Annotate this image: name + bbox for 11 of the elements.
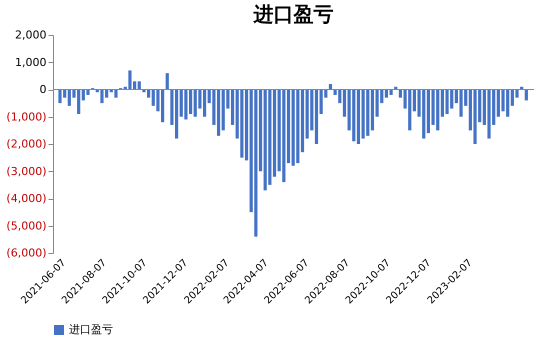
y-tick-label: 1,000 [15,56,46,69]
y-tick-label: (3,000) [6,164,46,178]
legend-label: 进口盈亏 [69,323,113,336]
y-tick-label: 2,000 [15,28,46,42]
chart-title: 进口盈亏 [252,2,334,26]
y-tick-label: (2,000) [6,138,46,150]
y-tick-label: (4,000) [6,192,46,205]
y-tick-label: (1,000) [6,110,46,124]
y-tick-label: 0 [40,83,46,96]
y-tick-label: (6,000) [6,246,46,260]
y-tick-label: (5,000) [6,219,46,232]
